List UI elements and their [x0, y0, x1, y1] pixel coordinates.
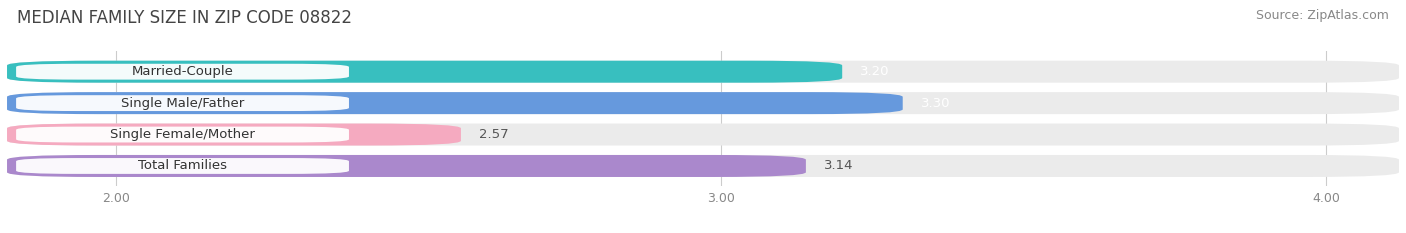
FancyBboxPatch shape	[15, 64, 349, 80]
FancyBboxPatch shape	[15, 158, 349, 174]
Text: MEDIAN FAMILY SIZE IN ZIP CODE 08822: MEDIAN FAMILY SIZE IN ZIP CODE 08822	[17, 9, 352, 27]
FancyBboxPatch shape	[7, 61, 1399, 83]
Text: 3.30: 3.30	[921, 97, 950, 110]
FancyBboxPatch shape	[15, 95, 349, 111]
FancyBboxPatch shape	[7, 123, 461, 146]
Text: Total Families: Total Families	[138, 159, 226, 172]
FancyBboxPatch shape	[7, 123, 1399, 146]
FancyBboxPatch shape	[7, 92, 1399, 114]
FancyBboxPatch shape	[7, 92, 903, 114]
Text: Single Female/Mother: Single Female/Mother	[110, 128, 254, 141]
Text: 3.14: 3.14	[824, 159, 853, 172]
FancyBboxPatch shape	[7, 155, 1399, 177]
Text: 3.20: 3.20	[860, 65, 890, 78]
Text: Single Male/Father: Single Male/Father	[121, 97, 245, 110]
FancyBboxPatch shape	[7, 155, 806, 177]
FancyBboxPatch shape	[7, 61, 842, 83]
Text: 2.57: 2.57	[479, 128, 509, 141]
FancyBboxPatch shape	[15, 127, 349, 142]
Text: Married-Couple: Married-Couple	[132, 65, 233, 78]
Text: Source: ZipAtlas.com: Source: ZipAtlas.com	[1256, 9, 1389, 22]
